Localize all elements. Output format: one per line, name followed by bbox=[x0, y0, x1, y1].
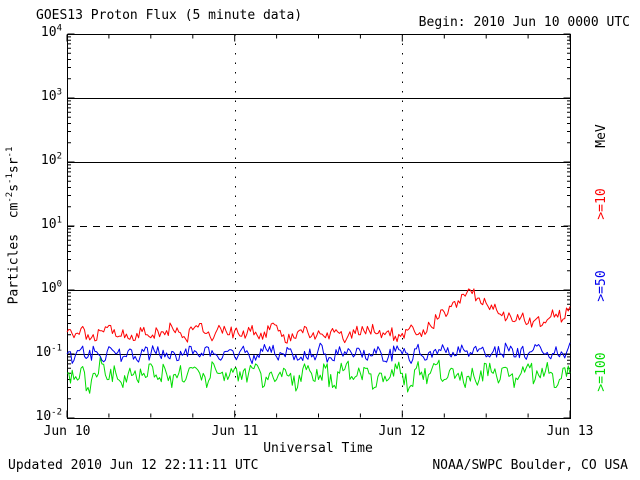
y-tick-label: 100 bbox=[40, 279, 62, 296]
legend-ge50-label: >=50 bbox=[594, 270, 609, 302]
y-tick-label: 103 bbox=[40, 87, 62, 104]
y-tick-label: 104 bbox=[40, 23, 62, 40]
y-tick-label: 10-2 bbox=[35, 407, 63, 424]
x-axis-label: Universal Time bbox=[263, 441, 373, 456]
x-tick-jun11: Jun 11 bbox=[211, 424, 259, 439]
y-tick-label: 102 bbox=[40, 151, 62, 168]
y-axis-label-sup: -2 bbox=[5, 191, 16, 203]
begin-time-label: Begin: 2010 Jun 10 0000 UTC bbox=[418, 15, 630, 30]
grid-lines bbox=[67, 34, 570, 418]
x-tick-jun10: Jun 10 bbox=[43, 424, 91, 439]
legend-ge100-label: >=100 bbox=[594, 352, 609, 392]
y-tick-label: 101 bbox=[40, 215, 62, 232]
y-axis-label-sup: -1 bbox=[5, 173, 16, 184]
x-tick-jun13: Jun 13 bbox=[546, 424, 594, 439]
updated-timestamp: Updated 2010 Jun 12 22:11:11 UTC bbox=[8, 458, 259, 473]
y-tick-label: 10-1 bbox=[35, 343, 63, 360]
y-axis-label-text: s bbox=[6, 183, 22, 192]
series-line->=10 bbox=[66, 288, 571, 344]
series-line->=50 bbox=[66, 342, 571, 365]
source-credit: NOAA/SWPC Boulder, CO USA bbox=[432, 458, 628, 473]
data-series bbox=[66, 288, 571, 394]
chart-title: GOES13 Proton Flux (5 minute data) bbox=[36, 8, 303, 23]
axis-tick-marks bbox=[66, 33, 571, 419]
y-axis-label-sup: -1 bbox=[5, 146, 16, 158]
series-line->=100 bbox=[66, 356, 571, 394]
x-tick-jun12: Jun 12 bbox=[378, 424, 426, 439]
